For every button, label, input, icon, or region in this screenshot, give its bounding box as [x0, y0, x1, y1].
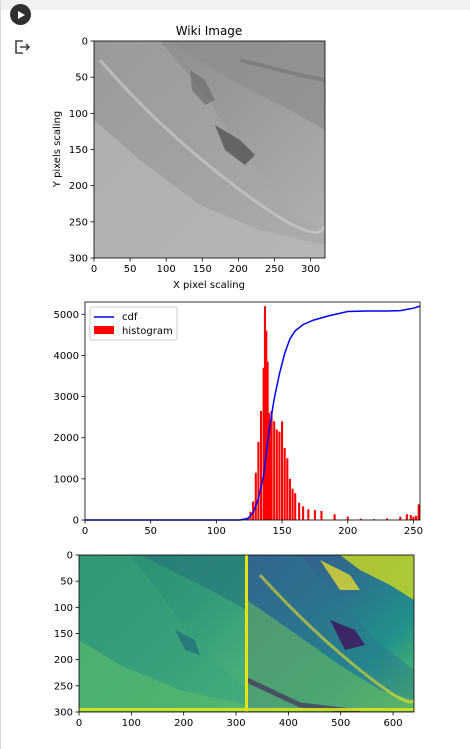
plot3-xtick-label: 500	[331, 718, 350, 729]
plot3-ytick-label: 200	[54, 655, 73, 666]
histogram-bar	[286, 458, 289, 520]
plot2-ytick-label: 5000	[54, 310, 79, 321]
plot2-ytick-label: 0	[73, 516, 79, 527]
plot2-xtick-label: 150	[273, 526, 292, 537]
histogram-bar	[265, 330, 268, 520]
histogram-bar	[278, 431, 281, 520]
histogram-bar	[283, 448, 286, 520]
run-cell-button[interactable]	[10, 4, 31, 25]
cdf-line	[85, 305, 421, 521]
plot1-xtick-label: 250	[265, 264, 284, 275]
plot3-xtick-label: 300	[226, 718, 245, 729]
cell-gutter	[0, 10, 42, 749]
plot2-ytick-label: 4000	[54, 351, 79, 362]
histogram-bar	[298, 502, 301, 520]
histogram-bar	[409, 515, 412, 520]
plot1-image	[94, 41, 325, 258]
histogram-bar	[281, 421, 284, 520]
plot3-ytick-label: 150	[54, 629, 73, 640]
plot3-xtick-label: 600	[384, 718, 403, 729]
histogram-bar	[359, 518, 362, 520]
plot1-ytick-label: 100	[69, 109, 88, 120]
histogram-bar	[249, 511, 252, 520]
histogram-bar	[288, 478, 291, 520]
plot1-ytick-label: 150	[69, 145, 88, 156]
histogram-bar	[259, 411, 263, 520]
plot3-xtick-label: 0	[76, 718, 82, 729]
histogram-bar	[386, 518, 389, 520]
plot1-ytick-label: 300	[69, 254, 88, 265]
plot3-equalized-image	[247, 555, 414, 712]
histogram-bar	[252, 501, 255, 520]
plot3-ytick-label: 300	[54, 708, 73, 719]
legend-cdf-label: cdf	[122, 312, 138, 323]
plot2-xtick-label: 50	[144, 526, 157, 537]
histogram-bar	[275, 429, 278, 520]
output-exit-icon[interactable]	[13, 38, 31, 56]
histogram-bar	[246, 517, 249, 520]
plot1-xtick-label: 100	[157, 264, 176, 275]
plot2-ytick-label: 1000	[54, 474, 79, 485]
plot2-xtick-label: 250	[404, 526, 423, 537]
plot3-original-image	[79, 555, 247, 712]
plot2-ytick-label: 2000	[54, 433, 79, 444]
plot1-ylabel: Y pixels scaling	[52, 111, 63, 188]
play-icon	[17, 10, 25, 19]
histogram-bar	[257, 441, 260, 520]
histogram-bar	[415, 515, 418, 520]
plot1-ytick-label: 200	[69, 181, 88, 192]
plot3-ytick-label: 0	[67, 551, 73, 562]
plot3-xtick-label: 400	[279, 718, 298, 729]
plot1-xtick-label: 200	[229, 264, 248, 275]
legend-histogram-label: histogram	[122, 326, 173, 337]
histogram-bar	[294, 493, 297, 520]
histogram-bar	[405, 514, 408, 520]
plot2-xtick-label: 100	[207, 526, 226, 537]
histogram-bar	[262, 367, 265, 520]
plot3-ytick-label: 250	[54, 681, 73, 692]
histogram-bar	[266, 361, 269, 520]
plot1-ytick-label: 250	[69, 217, 88, 228]
histogram-bar	[267, 413, 270, 520]
cell-toolbar	[0, 0, 470, 10]
histogram-bar	[412, 516, 415, 520]
plot3-xtick-label: 200	[174, 718, 193, 729]
histogram-bar	[273, 421, 276, 520]
plot2-xtick-label: 0	[82, 526, 88, 537]
histogram-bar	[291, 488, 294, 520]
plot1-ytick-label: 50	[75, 73, 88, 84]
plot2-legend: cdf histogram	[89, 306, 178, 341]
histogram-bar	[320, 510, 323, 520]
histogram-bar	[269, 425, 272, 520]
cell-outline	[0, 0, 1, 749]
histogram-bar	[346, 516, 349, 520]
plot2-xtick-label: 200	[338, 526, 357, 537]
plot1-ytick-label: 0	[82, 37, 88, 48]
plot1-xlabel: X pixel scaling	[173, 280, 245, 291]
histogram-bar	[333, 514, 336, 520]
plot1-xtick-label: 0	[91, 264, 97, 275]
plot1-xtick-label: 300	[301, 264, 320, 275]
plot3-xtick-label: 100	[122, 718, 141, 729]
histogram-bar	[302, 506, 305, 520]
plot1-xtick-label: 50	[124, 264, 137, 275]
histogram-bar	[417, 504, 420, 520]
plot1-xtick-label: 150	[193, 264, 212, 275]
histogram-bar	[263, 306, 267, 520]
histogram-bar	[270, 411, 273, 520]
plot2-ytick-label: 3000	[54, 392, 79, 403]
histogram-bar	[254, 472, 257, 520]
plot3-ytick-label: 50	[60, 577, 73, 588]
histogram-bar	[399, 516, 402, 520]
histogram-bar	[313, 510, 316, 520]
plot1-title: Wiki Image	[176, 24, 243, 38]
histogram-bar	[372, 519, 376, 520]
plot3-ytick-label: 100	[54, 603, 73, 614]
histogram-bar	[307, 509, 310, 520]
